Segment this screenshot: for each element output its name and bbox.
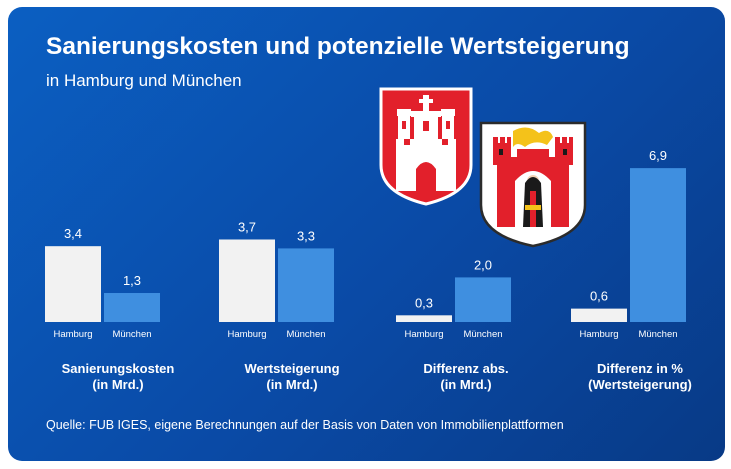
value-label: 3,7 [238, 219, 256, 234]
category-label: Hamburg [579, 329, 618, 340]
bar-münchen-2 [455, 277, 511, 322]
bar-hamburg-1 [219, 239, 275, 322]
bar-münchen-0 [104, 293, 160, 322]
value-label: 0,6 [590, 289, 608, 304]
group-label-line1: Differenz abs. [423, 361, 509, 376]
group-label-line1: Wertsteigerung [244, 361, 340, 376]
value-label: 2,0 [474, 257, 492, 272]
group-label-line2: (in Mrd.) [266, 377, 318, 392]
category-label: München [638, 329, 677, 340]
source-note: Quelle: FUB IGES, eigene Berechnungen au… [46, 418, 564, 432]
group-label-line1: Sanierungskosten [61, 361, 175, 376]
value-label: 1,3 [123, 273, 141, 288]
bar-münchen-1 [278, 248, 334, 322]
bar-münchen-3 [630, 168, 686, 322]
category-label: München [463, 329, 502, 340]
bar-hamburg-3 [571, 308, 627, 322]
group-label-line2: (in Mrd.) [92, 377, 144, 392]
chart-title: Sanierungskosten und potenzielle Wertste… [46, 33, 630, 60]
group-label-differenz-abs: Differenz abs. (in Mrd.) [381, 361, 551, 393]
infographic-card: Sanierungskosten und potenzielle Wertste… [8, 7, 725, 461]
bar-hamburg-0 [45, 246, 101, 322]
group-label-line1: Differenz in % [597, 361, 683, 376]
value-label: 3,3 [297, 228, 315, 243]
category-label: Hamburg [53, 329, 92, 340]
hamburg-coat-of-arms-icon [379, 87, 473, 206]
chart-subtitle: in Hamburg und München [46, 71, 242, 90]
bar-hamburg-2 [396, 315, 452, 322]
category-label: München [286, 329, 325, 340]
value-label: 0,3 [415, 295, 433, 310]
group-label-line2: (Wertsteigerung) [588, 377, 692, 392]
value-label: 6,9 [649, 148, 667, 163]
category-label: Hamburg [404, 329, 443, 340]
group-label-wertsteigerung: Wertsteigerung (in Mrd.) [207, 361, 377, 393]
group-label-sanierungskosten: Sanierungskosten (in Mrd.) [33, 361, 203, 393]
value-label: 3,4 [64, 226, 82, 241]
munich-coat-of-arms-icon [479, 121, 587, 248]
bar-chart: 3,4 Hamburg 1,3 München 3,7 Hamburg 3,3 München… [45, 148, 686, 340]
group-label-line2: (in Mrd.) [440, 377, 492, 392]
category-label: Hamburg [227, 329, 266, 340]
category-label: München [112, 329, 151, 340]
group-label-differenz-prozent: Differenz in % (Wertsteigerung) [555, 361, 725, 393]
